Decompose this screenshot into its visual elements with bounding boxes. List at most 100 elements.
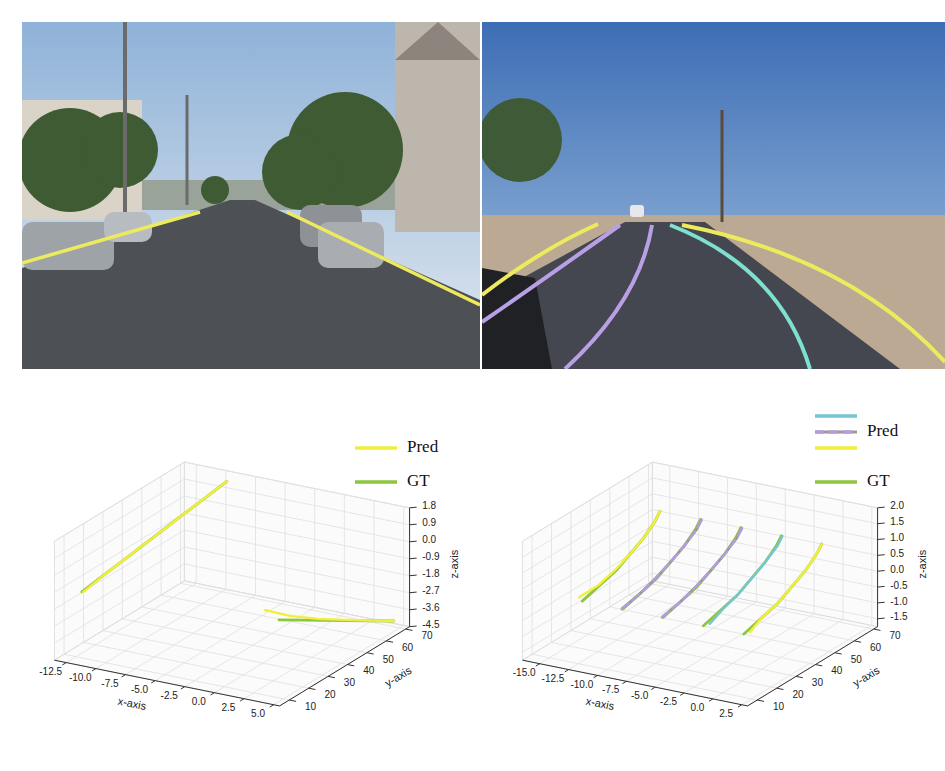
grid-line [522, 573, 652, 652]
tick-label: -4.5 [422, 619, 440, 630]
tick [738, 705, 742, 707]
tick-label: -12.5 [542, 673, 565, 684]
tick-label: 50 [383, 654, 395, 665]
grid-line [648, 464, 649, 583]
legend-label: Pred [407, 437, 439, 456]
pole [123, 22, 127, 215]
tick [815, 665, 822, 666]
ticks: -15.0-12.5-10.0-7.5-5.0-2.50.02.51020304… [513, 500, 908, 718]
tick [757, 700, 764, 701]
tick-label: 0.0 [690, 702, 704, 713]
tick [410, 507, 417, 509]
tick-label: -0.5 [890, 580, 908, 591]
grid-line [669, 466, 670, 585]
series-line-base [621, 520, 701, 609]
grid-line [54, 513, 184, 592]
tick-label: -5.0 [631, 690, 649, 701]
grid-line [532, 535, 533, 654]
tick [594, 675, 598, 677]
tick-label: 20 [324, 689, 336, 700]
roof [395, 22, 480, 60]
legend: GTPred [815, 416, 899, 490]
legend-label: GT [407, 471, 430, 490]
grid-line [403, 507, 404, 626]
tick [878, 586, 885, 588]
tick [878, 507, 885, 509]
series-line [83, 481, 227, 592]
tick-label: 1.8 [422, 500, 436, 511]
tick [410, 592, 417, 594]
axis-title: x-axis [585, 695, 616, 713]
tick [536, 664, 540, 666]
grid-line [871, 507, 872, 626]
tick [309, 688, 316, 689]
grid-line [54, 581, 184, 660]
axis-title: x-axis [117, 695, 148, 713]
tick-label: -2.5 [161, 690, 179, 701]
grid-line [727, 477, 728, 596]
grid-line [314, 489, 315, 608]
axis-title: y-axis [383, 663, 414, 688]
tick [878, 523, 885, 525]
tick [565, 670, 569, 672]
grid [522, 462, 877, 705]
car [482, 268, 552, 369]
car [630, 205, 644, 217]
lane-overlay [287, 212, 480, 305]
tick [240, 699, 244, 701]
grid-line [225, 471, 226, 590]
legend-swatch [355, 446, 397, 450]
tick-label: -2.7 [422, 585, 440, 596]
tick-label: 20 [792, 689, 804, 700]
tick-label: 30 [344, 677, 356, 688]
grid-line [181, 583, 406, 629]
legend-swatch [815, 431, 857, 434]
tick [347, 665, 354, 666]
grid-line [54, 547, 184, 626]
axis-title: z-axis [916, 549, 928, 578]
grid-line [522, 494, 652, 573]
x-axis-line [522, 660, 747, 706]
tick-label: -10.0 [69, 672, 92, 683]
tick [796, 676, 803, 677]
tree [482, 98, 562, 182]
grid-line [184, 530, 409, 576]
grid-line [184, 564, 409, 610]
tick [151, 681, 155, 683]
z-axis-line [877, 508, 878, 627]
car [22, 222, 114, 270]
ground [482, 215, 945, 369]
sky [482, 22, 945, 369]
grid-line [66, 583, 196, 662]
tick-label: 5.0 [251, 708, 265, 719]
axis-title: z-axis [448, 549, 460, 578]
tick [410, 575, 417, 577]
tick [62, 663, 66, 665]
series-line [623, 519, 701, 609]
lane-overlay [22, 212, 200, 263]
legend-swatch [815, 446, 857, 450]
chart-line3d: -15.0-12.5-10.0-7.5-5.0-2.50.02.51020304… [513, 416, 929, 719]
tick [878, 538, 885, 540]
tick [211, 693, 215, 695]
tick [878, 570, 885, 572]
pole [186, 95, 189, 205]
series-line [82, 481, 227, 591]
grid-line [698, 471, 699, 590]
legend-swatch [355, 480, 397, 484]
lane-overlay [565, 225, 652, 369]
tick-label: -1.5 [890, 611, 908, 622]
y-axis-line [748, 627, 878, 706]
tick-label: 2.5 [221, 702, 235, 713]
legend-swatch [815, 480, 857, 484]
grid-line [102, 512, 103, 631]
grid-line [54, 564, 184, 643]
tick [410, 609, 417, 611]
series-line [621, 520, 701, 609]
tick [367, 653, 374, 654]
tick-label: -7.5 [101, 678, 119, 689]
tick [289, 700, 296, 701]
tick [680, 693, 684, 695]
tick [709, 699, 713, 701]
tick-label: 2.5 [719, 708, 733, 719]
